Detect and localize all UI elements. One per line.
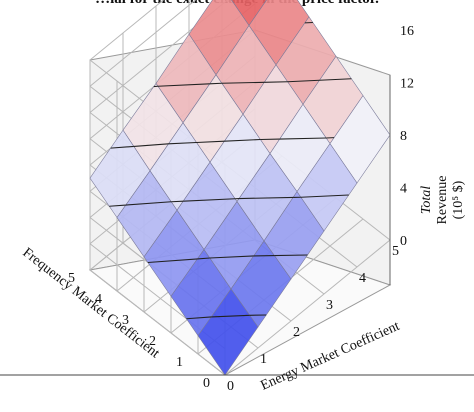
contour-segment [224, 138, 261, 142]
z-tick-label: 12 [400, 77, 414, 92]
z-tick-label: 8 [400, 129, 407, 144]
contour-segment [300, 194, 349, 198]
x-tick-label: 0 [227, 379, 234, 394]
x-tick-label: 3 [326, 298, 333, 313]
z-axis-title-line3: (10⁵ $) [451, 180, 466, 219]
x-tick-label: 5 [392, 244, 399, 259]
contour-segment [239, 196, 294, 200]
grid-line [89, 0, 165, 61]
z-axis-title-line2: Revenue [435, 176, 450, 225]
contour-segment [197, 257, 210, 260]
grid-line [89, 0, 229, 113]
z-tick-label: 4 [400, 182, 407, 197]
contour-segment [109, 204, 126, 207]
y-tick-label: 2 [149, 334, 156, 349]
y-tick-label: 3 [122, 313, 129, 328]
x-tick-label: 4 [359, 271, 366, 286]
contour-segment [211, 314, 250, 318]
surface-cell [231, 0, 267, 27]
contour-segment [110, 145, 134, 149]
grid-line [224, 239, 391, 376]
grid-line [89, 0, 197, 87]
y-tick-label: 5 [68, 271, 75, 286]
contour-segment [125, 201, 172, 206]
x-tick-label: 1 [260, 352, 267, 367]
contour-segment [168, 141, 197, 145]
contour-lines [109, 21, 352, 320]
contour-segment [147, 258, 198, 264]
contour-segment [209, 255, 254, 259]
contour-segment [279, 137, 327, 140]
contour-segment [171, 200, 184, 203]
y-tick-label: 4 [95, 292, 102, 307]
x-tick-label: 2 [293, 325, 300, 340]
z-tick-label: 16 [400, 24, 414, 39]
contour-segment [209, 82, 222, 85]
x-tick-labels: 0 1 2 3 4 5 [227, 244, 399, 394]
contour-segment [157, 83, 210, 87]
z-tick-label: 0 [400, 234, 407, 249]
contour-segment [274, 254, 308, 257]
contour-segment [319, 78, 352, 81]
contour-segment [133, 143, 169, 147]
z-tick-labels: 0 4 8 12 16 [400, 24, 414, 249]
y-tick-label: 0 [203, 376, 210, 391]
contour-segment [186, 316, 212, 320]
contour-segment [196, 140, 225, 144]
contour-segment [287, 79, 320, 83]
contour-segment [183, 198, 236, 202]
grid-line [89, 269, 226, 376]
y-tick-label: 1 [176, 355, 183, 370]
surface-cell [197, 288, 259, 376]
z-axis-title-line1: Total [419, 186, 434, 214]
surface-mesh [89, 0, 391, 376]
contour-segment [221, 81, 265, 84]
y-tick-labels: 0 1 2 3 4 5 [68, 271, 210, 391]
contour-segment [264, 81, 288, 83]
